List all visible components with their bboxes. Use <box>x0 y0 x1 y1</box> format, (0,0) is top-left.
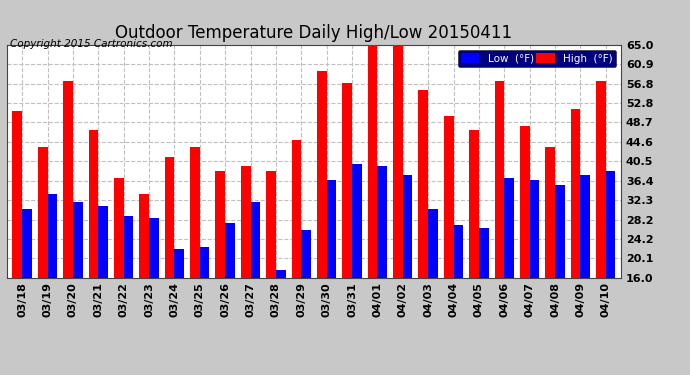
Bar <box>520 126 530 278</box>
Text: Copyright 2015 Cartronics.com: Copyright 2015 Cartronics.com <box>10 39 173 50</box>
Bar <box>114 178 124 278</box>
Bar <box>225 223 235 278</box>
Bar <box>292 140 302 278</box>
Bar <box>302 230 311 278</box>
Bar <box>479 228 489 278</box>
Bar <box>495 81 504 278</box>
Bar <box>149 218 159 278</box>
Bar <box>38 147 48 278</box>
Bar <box>377 166 387 278</box>
Bar <box>215 171 225 278</box>
Bar <box>175 249 184 278</box>
Bar <box>22 209 32 278</box>
Bar <box>444 116 453 278</box>
Bar <box>428 209 437 278</box>
Bar <box>342 83 352 278</box>
Bar <box>98 206 108 278</box>
Title: Outdoor Temperature Daily High/Low 20150411: Outdoor Temperature Daily High/Low 20150… <box>115 24 513 42</box>
Bar <box>190 147 200 278</box>
Bar <box>266 171 276 278</box>
Bar <box>453 225 463 278</box>
Bar <box>606 171 615 278</box>
Bar <box>276 270 286 278</box>
Bar <box>63 81 73 278</box>
Bar <box>124 216 133 278</box>
Bar <box>504 178 514 278</box>
Bar <box>393 45 403 278</box>
Bar <box>571 109 580 278</box>
Bar <box>317 71 326 278</box>
Bar <box>555 185 564 278</box>
Bar <box>241 166 250 278</box>
Bar <box>165 156 175 278</box>
Bar <box>545 147 555 278</box>
Bar <box>596 81 606 278</box>
Bar <box>12 111 22 278</box>
Bar <box>200 247 209 278</box>
Bar <box>139 195 149 278</box>
Bar <box>469 130 479 278</box>
Bar <box>48 195 57 278</box>
Bar <box>368 45 377 278</box>
Bar <box>403 176 413 278</box>
Bar <box>250 202 260 278</box>
Bar <box>580 176 590 278</box>
Bar <box>73 202 83 278</box>
Bar <box>419 90 428 278</box>
Legend: Low  (°F), High  (°F): Low (°F), High (°F) <box>457 50 615 67</box>
Bar <box>530 180 540 278</box>
Bar <box>88 130 98 278</box>
Bar <box>326 180 336 278</box>
Bar <box>352 164 362 278</box>
